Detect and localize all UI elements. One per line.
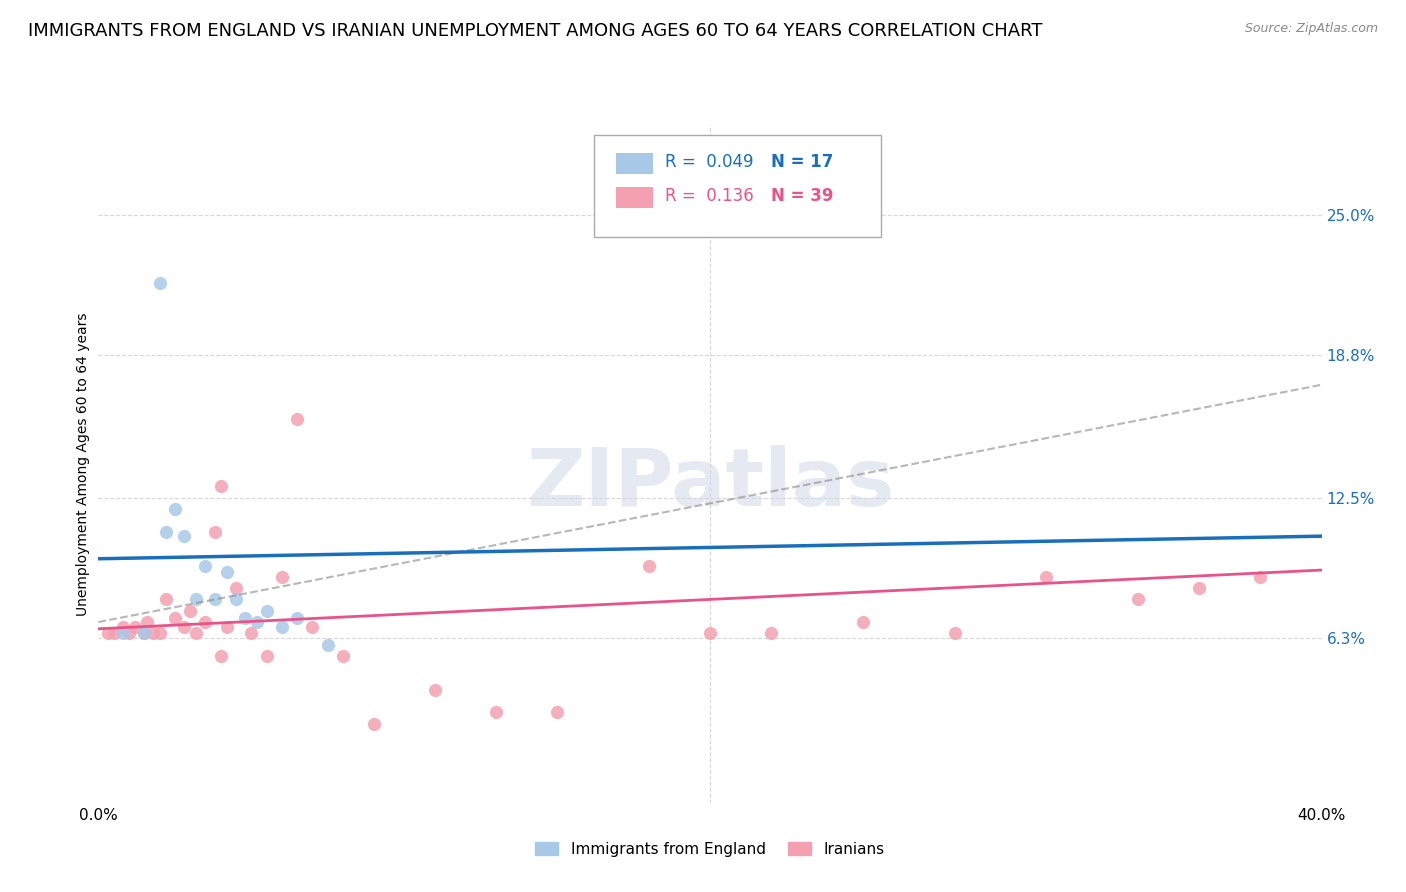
Text: R =  0.049: R = 0.049 xyxy=(665,153,754,171)
Point xyxy=(215,566,238,580)
Point xyxy=(194,615,217,629)
Point xyxy=(332,648,354,663)
FancyBboxPatch shape xyxy=(616,153,652,174)
Point xyxy=(363,716,385,731)
Point xyxy=(637,558,661,573)
Point xyxy=(97,626,120,640)
Text: ZIPatlas: ZIPatlas xyxy=(526,445,894,524)
Point xyxy=(316,638,339,652)
Point xyxy=(256,604,278,618)
Point xyxy=(225,592,247,607)
Point xyxy=(173,529,195,543)
Point xyxy=(204,592,226,607)
Point xyxy=(155,524,177,539)
Point xyxy=(186,626,208,640)
Point xyxy=(943,626,966,640)
Point xyxy=(1249,570,1271,584)
Point xyxy=(124,619,146,633)
Point xyxy=(194,558,217,573)
Point xyxy=(270,570,292,584)
Point xyxy=(1128,592,1150,607)
Point xyxy=(270,619,292,633)
Point xyxy=(285,411,308,425)
Point xyxy=(423,682,446,697)
Point xyxy=(134,626,156,640)
Point xyxy=(256,648,278,663)
Point xyxy=(1188,581,1211,595)
Point xyxy=(546,706,568,720)
Point xyxy=(173,619,195,633)
Point xyxy=(759,626,782,640)
Point xyxy=(118,626,141,640)
Text: Source: ZipAtlas.com: Source: ZipAtlas.com xyxy=(1244,22,1378,36)
Point xyxy=(142,626,165,640)
Point xyxy=(179,604,201,618)
Point xyxy=(111,626,134,640)
Point xyxy=(136,615,159,629)
Point xyxy=(1035,570,1057,584)
Text: N = 17: N = 17 xyxy=(772,153,834,171)
Point xyxy=(149,276,172,290)
Point xyxy=(209,479,232,493)
Text: IMMIGRANTS FROM ENGLAND VS IRANIAN UNEMPLOYMENT AMONG AGES 60 TO 64 YEARS CORREL: IMMIGRANTS FROM ENGLAND VS IRANIAN UNEMP… xyxy=(28,22,1043,40)
FancyBboxPatch shape xyxy=(616,186,652,208)
Point xyxy=(149,626,172,640)
Point xyxy=(240,626,263,640)
Y-axis label: Unemployment Among Ages 60 to 64 years: Unemployment Among Ages 60 to 64 years xyxy=(76,312,90,615)
Point xyxy=(699,626,721,640)
Point xyxy=(852,615,875,629)
Point xyxy=(285,610,308,624)
FancyBboxPatch shape xyxy=(593,135,882,236)
Text: R =  0.136: R = 0.136 xyxy=(665,187,754,205)
Point xyxy=(186,592,208,607)
Point xyxy=(204,524,226,539)
Point xyxy=(111,619,134,633)
Point xyxy=(301,619,323,633)
Point xyxy=(155,592,177,607)
Point xyxy=(225,581,247,595)
Point xyxy=(163,502,186,516)
Point xyxy=(246,615,269,629)
Point xyxy=(233,610,256,624)
Point xyxy=(163,610,186,624)
Point xyxy=(103,626,125,640)
Text: N = 39: N = 39 xyxy=(772,187,834,205)
Point xyxy=(215,619,238,633)
Point xyxy=(134,626,156,640)
Legend: Immigrants from England, Iranians: Immigrants from England, Iranians xyxy=(529,836,891,863)
Point xyxy=(209,648,232,663)
Point xyxy=(485,706,508,720)
